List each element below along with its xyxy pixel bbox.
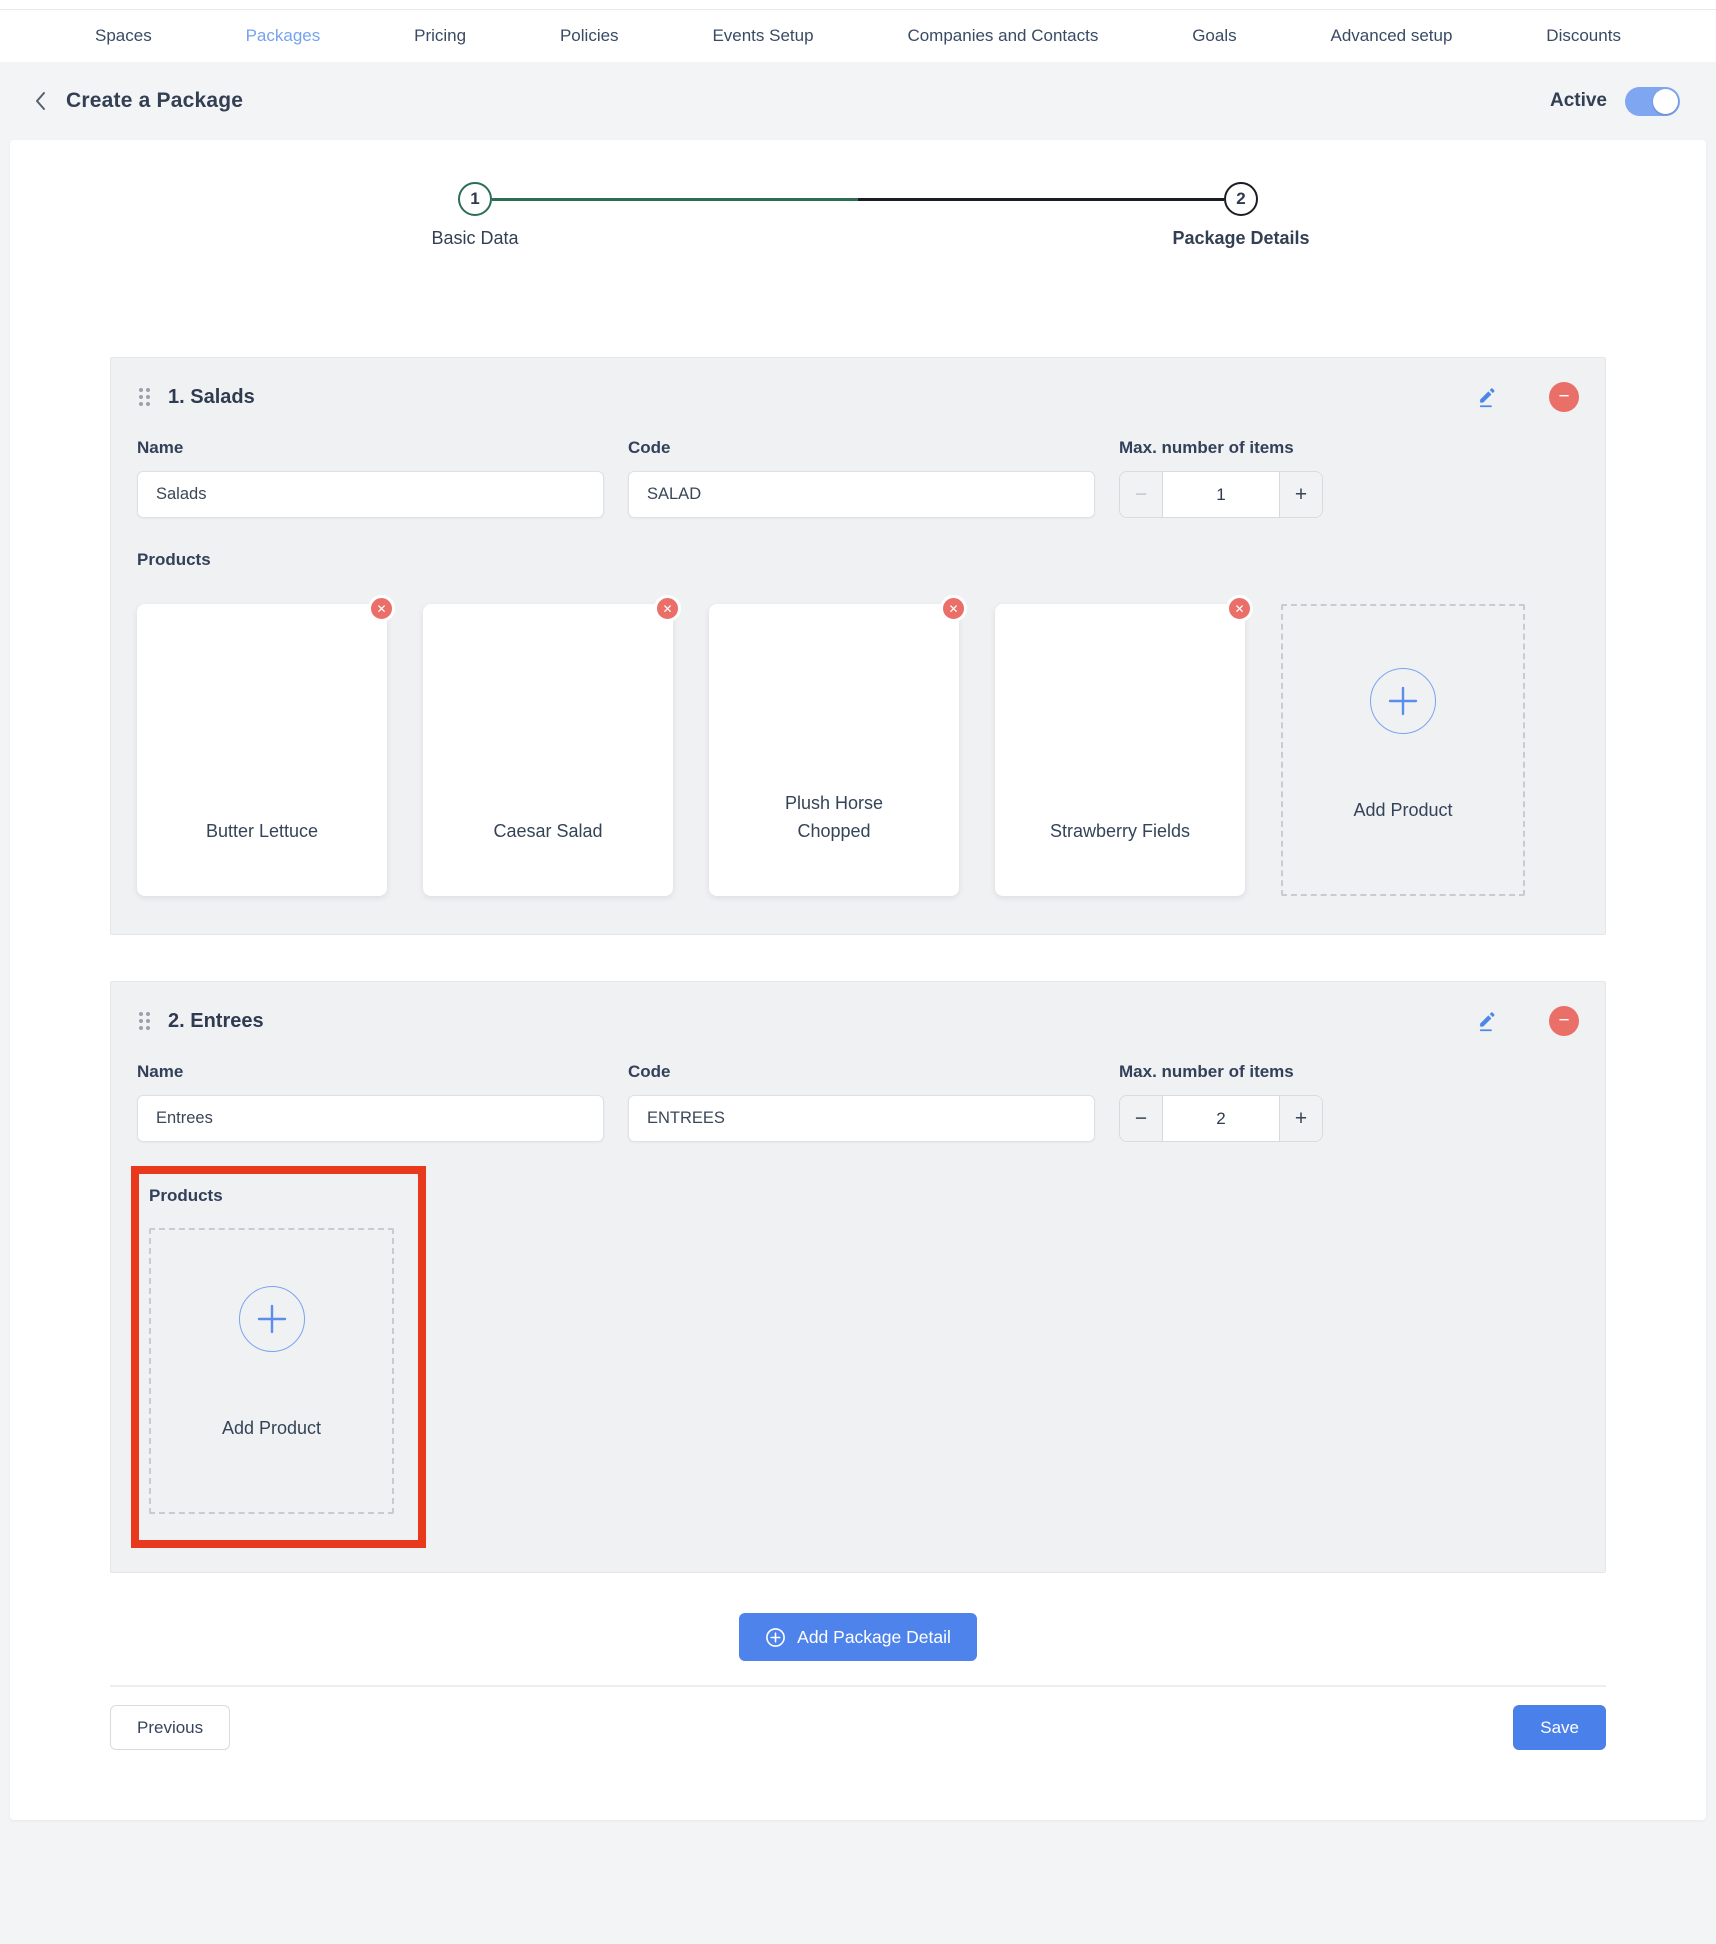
remove-product-icon[interactable]: ✕ — [654, 595, 681, 622]
section-title: 2. Entrees — [168, 1009, 264, 1032]
page-content: Create a Package Active 1 2 Basic Data P… — [0, 62, 1716, 1944]
nav-tab-packages[interactable]: Packages — [245, 26, 321, 45]
code-input[interactable] — [628, 471, 1095, 518]
add-product-label: Add Product — [1353, 800, 1453, 820]
quantity-stepper: − 2 + — [1119, 1095, 1323, 1142]
product-card[interactable]: ✕ Caesar Salad — [423, 595, 681, 896]
package-detail-section-entrees: 2. Entrees − Name — [110, 981, 1606, 1573]
package-form-card: 1 2 Basic Data Package Details — [10, 140, 1706, 1820]
nav-tab-events-setup[interactable]: Events Setup — [712, 26, 814, 45]
top-nav: Spaces Packages Pricing Policies Events … — [0, 10, 1716, 62]
section-title: 1. Salads — [168, 385, 255, 408]
increase-items-button[interactable]: + — [1279, 1096, 1322, 1141]
nav-tab-companies-and-contacts[interactable]: Companies and Contacts — [907, 26, 1099, 45]
remove-section-button[interactable]: − — [1549, 382, 1579, 412]
stepper-connector — [492, 197, 1224, 201]
max-items-label: Max. number of items — [1119, 1062, 1294, 1081]
remove-product-icon[interactable]: ✕ — [368, 595, 395, 622]
nav-tab-goals[interactable]: Goals — [1192, 26, 1237, 45]
nav-tab-spaces[interactable]: Spaces — [95, 26, 152, 45]
product-name: Caesar Salad — [493, 821, 603, 842]
product-name: Strawberry Fields — [1049, 821, 1191, 842]
nav-tab-discounts[interactable]: Discounts — [1546, 26, 1621, 45]
active-label: Active — [1549, 90, 1607, 111]
edit-section-button[interactable] — [1476, 1010, 1499, 1033]
add-product-card[interactable]: Add Product — [1281, 604, 1525, 896]
product-name: Butter Lettuce — [205, 821, 319, 842]
add-product-label: Add Product — [221, 1418, 322, 1438]
footer-divider — [110, 1685, 1606, 1687]
previous-button[interactable]: Previous — [110, 1705, 231, 1750]
name-field-label: Name — [137, 1062, 184, 1081]
max-items-value: 1 — [1163, 472, 1279, 517]
remove-product-icon[interactable]: ✕ — [1226, 595, 1253, 622]
page-header: Create a Package Active — [0, 62, 1716, 140]
save-button[interactable]: Save — [1513, 1705, 1606, 1750]
edit-section-button[interactable] — [1476, 386, 1499, 409]
package-detail-section-salads: 1. Salads − Name — [110, 357, 1606, 935]
product-card[interactable]: ✕ Plush Horse Chopped — [709, 595, 967, 896]
max-items-label: Max. number of items — [1119, 438, 1294, 457]
step-1-label: Basic Data — [431, 228, 519, 248]
product-card[interactable]: ✕ Strawberry Fields — [995, 595, 1253, 896]
back-button[interactable] — [34, 91, 46, 111]
step-1-indicator[interactable]: 1 — [458, 182, 492, 216]
step-2-label: Package Details — [1172, 228, 1310, 248]
circled-plus-icon — [766, 1627, 786, 1647]
code-input[interactable] — [628, 1095, 1095, 1142]
products-label: Products — [137, 550, 211, 569]
nav-tab-advanced-setup[interactable]: Advanced setup — [1330, 26, 1453, 45]
name-input[interactable] — [137, 471, 604, 518]
code-field-label: Code — [628, 1062, 671, 1081]
nav-tab-pricing[interactable]: Pricing — [414, 26, 467, 45]
remove-product-icon[interactable]: ✕ — [940, 595, 967, 622]
plus-circle-icon — [238, 1286, 305, 1352]
code-field-label: Code — [628, 438, 671, 457]
remove-section-button[interactable]: − — [1549, 1006, 1579, 1036]
add-product-card[interactable]: Add Product — [149, 1228, 394, 1514]
products-label: Products — [149, 1186, 223, 1205]
annotation-highlight-box: Products Add Product — [131, 1166, 426, 1548]
decrease-items-button[interactable]: − — [1120, 1096, 1163, 1141]
quantity-stepper: − 1 + — [1119, 471, 1323, 518]
chevron-left-icon — [36, 92, 45, 110]
active-toggle[interactable] — [1625, 86, 1680, 116]
nav-tab-policies[interactable]: Policies — [559, 26, 619, 45]
add-package-detail-label: Add Package Detail — [797, 1626, 951, 1647]
pencil-icon — [1479, 387, 1495, 407]
increase-items-button[interactable]: + — [1279, 472, 1322, 517]
product-name: Plush Horse Chopped — [784, 793, 884, 842]
top-strip — [0, 0, 1716, 10]
drag-handle-icon[interactable] — [137, 1009, 152, 1033]
drag-handle-icon[interactable] — [137, 385, 152, 409]
stepper: 1 2 Basic Data Package Details — [431, 182, 1310, 249]
page-title: Create a Package — [66, 89, 244, 112]
max-items-value: 2 — [1163, 1096, 1279, 1141]
add-package-detail-button[interactable]: Add Package Detail — [739, 1613, 977, 1661]
name-input[interactable] — [137, 1095, 604, 1142]
name-field-label: Name — [137, 438, 184, 457]
pencil-icon — [1479, 1011, 1495, 1031]
step-2-indicator[interactable]: 2 — [1224, 182, 1258, 216]
toggle-knob — [1653, 88, 1678, 114]
product-card[interactable]: ✕ Butter Lettuce — [137, 595, 395, 896]
plus-circle-icon — [1370, 668, 1436, 734]
decrease-items-button[interactable]: − — [1120, 472, 1163, 517]
